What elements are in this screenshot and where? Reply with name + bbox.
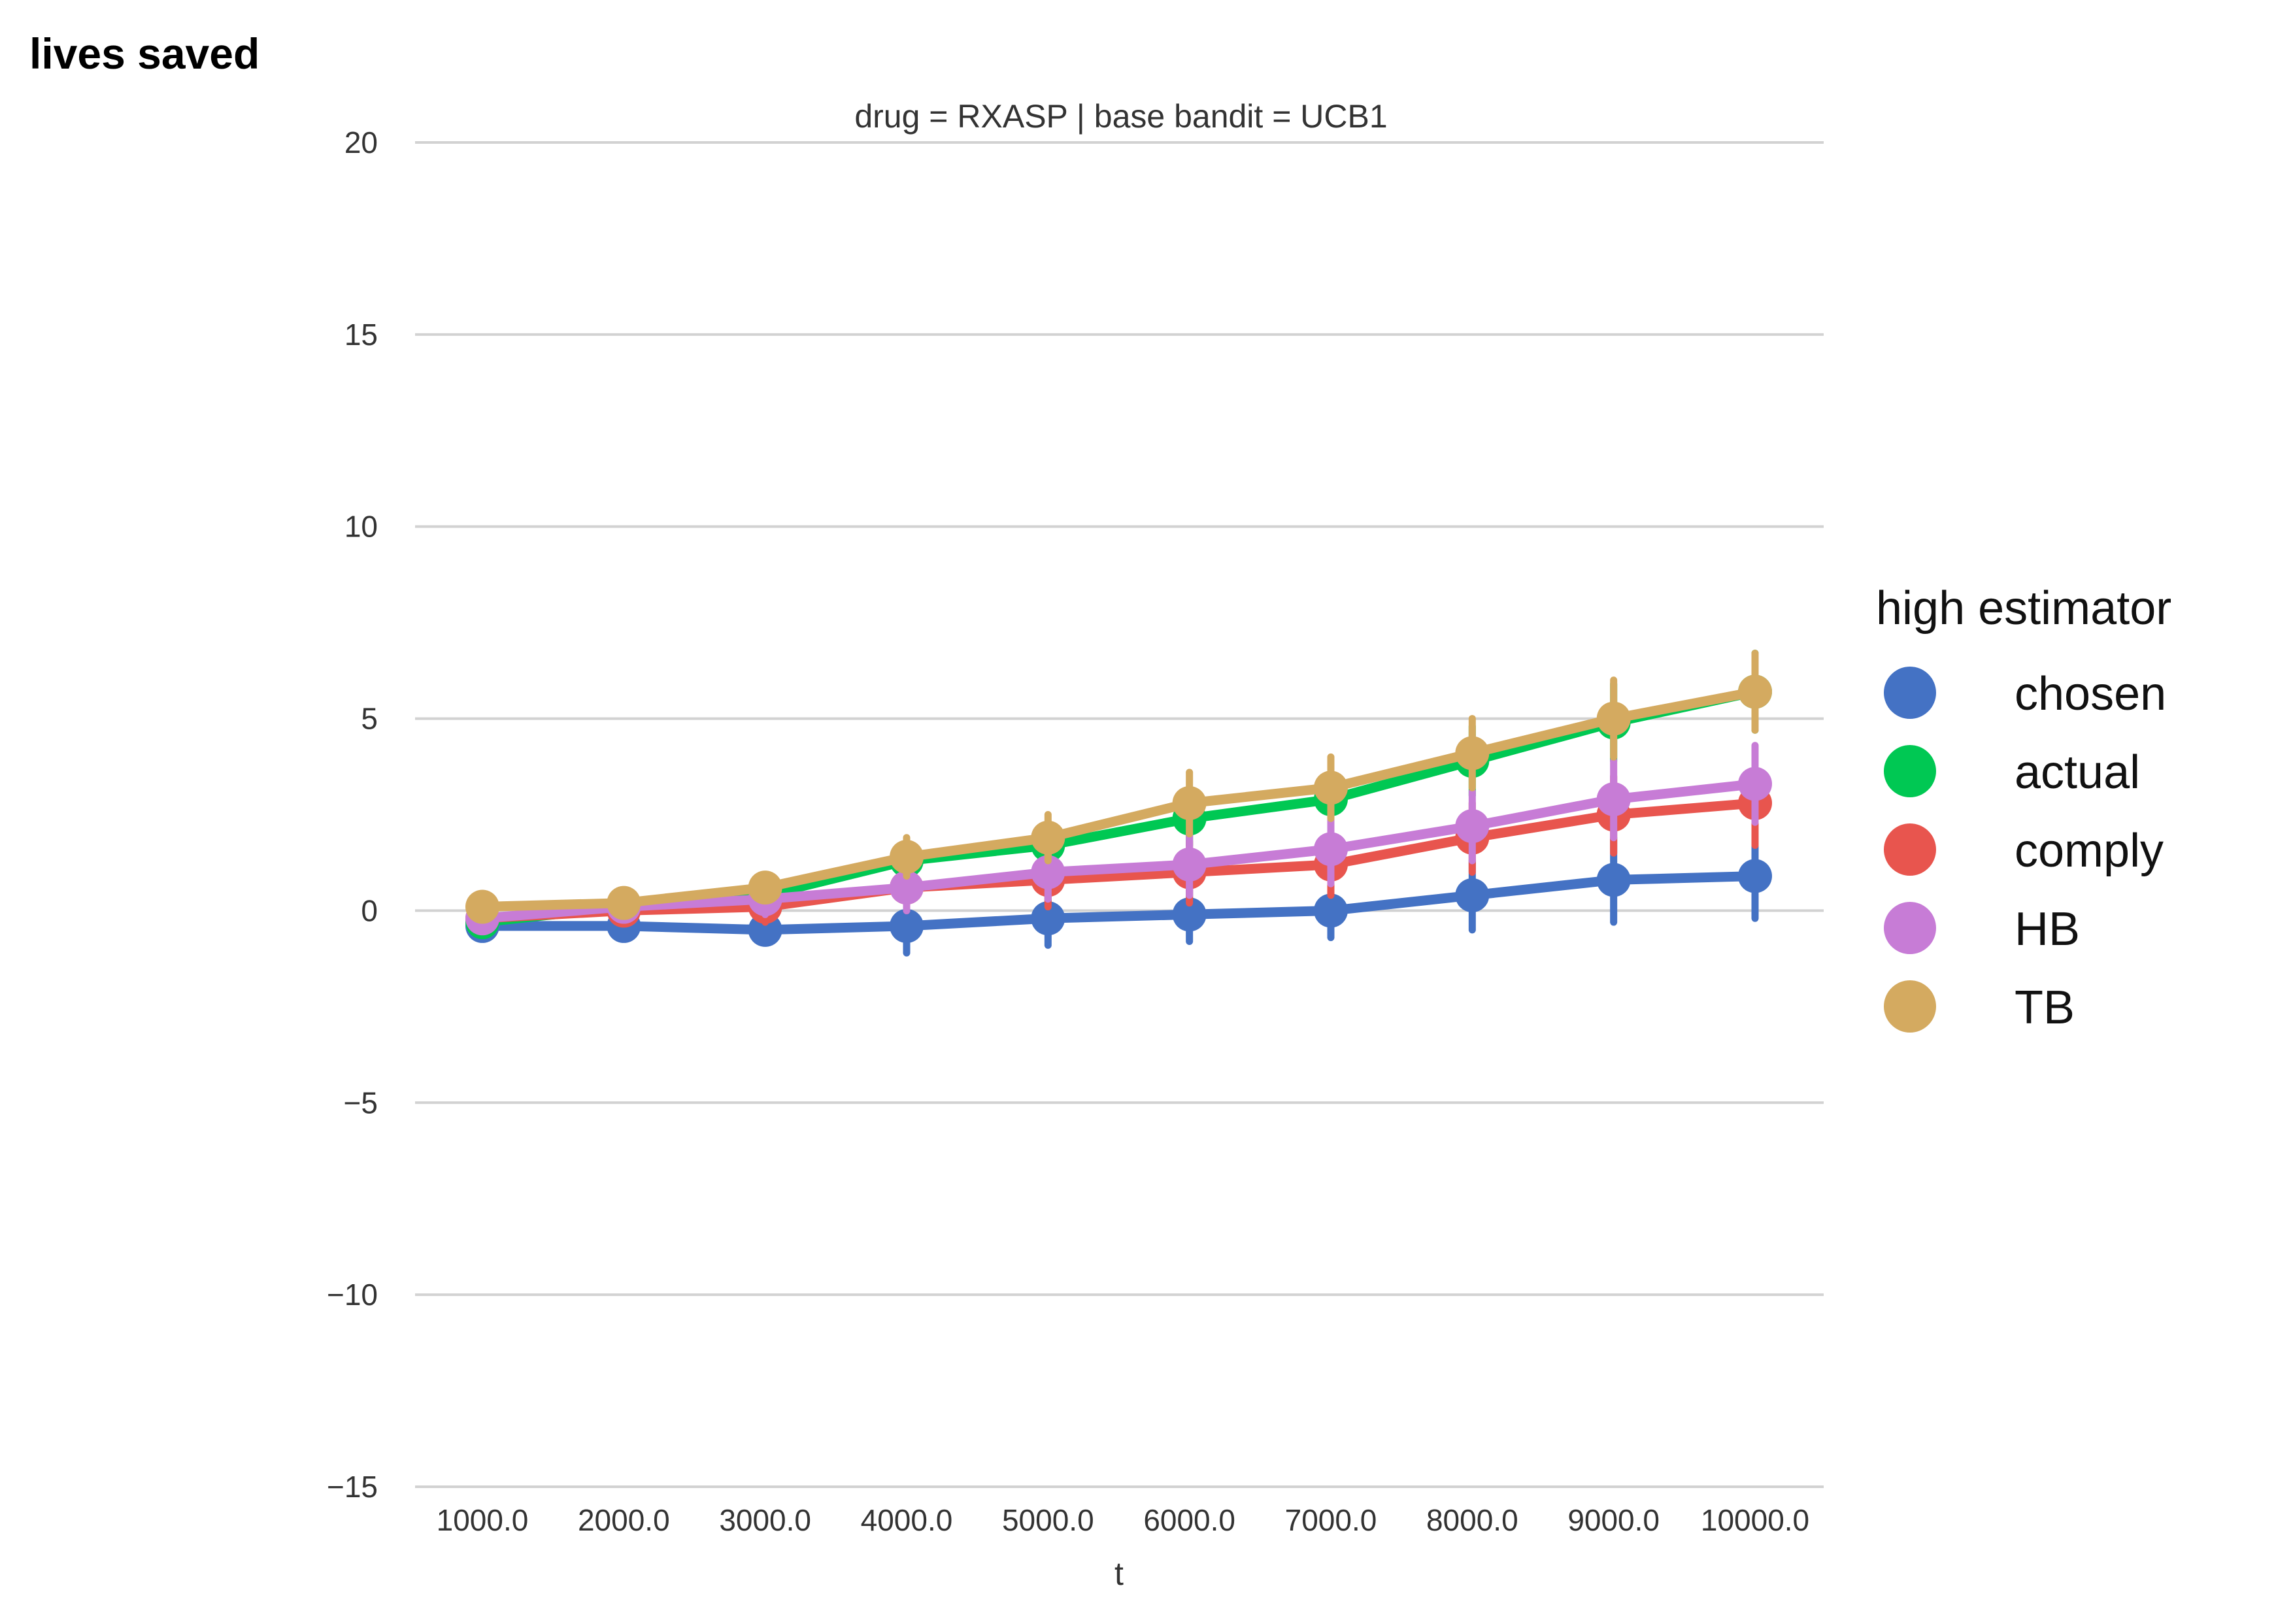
data-point [1596, 701, 1631, 736]
y-tick-label: 10 [344, 510, 378, 544]
x-tick-label: 5000.0 [1002, 1503, 1094, 1537]
legend-item-chosen: chosen [1884, 667, 2166, 720]
data-point [1314, 771, 1348, 805]
y-tick-label: −10 [327, 1278, 378, 1312]
legend-item-HB: HB [1884, 902, 2080, 955]
x-tick-label: 4000.0 [861, 1503, 953, 1537]
x-axis-label: t [1114, 1555, 1124, 1592]
y-tick-label: −5 [344, 1085, 378, 1119]
data-point [1596, 782, 1631, 816]
legend-marker [1884, 902, 1936, 954]
series-line [477, 778, 1760, 923]
legend: high estimator chosen actual comply HB TB [1876, 582, 2171, 1034]
legend-label: chosen [2015, 668, 2166, 720]
y-tick-labels: 20 15 10 5 0 −5 −10 −15 [327, 125, 378, 1504]
legend-item-comply: comply [1884, 823, 2164, 877]
data-point [1314, 832, 1348, 867]
y-tick-label: 0 [361, 893, 378, 927]
x-tick-labels: 1000.0 2000.0 3000.0 4000.0 5000.0 6000.0 7000… [437, 1503, 1809, 1537]
series-HB [465, 742, 1772, 936]
chart-title: drug = RXASP | base bandit = UCB1 [854, 98, 1387, 135]
series-chosen [465, 830, 1772, 957]
legend-label: actual [2015, 746, 2140, 799]
data-point [607, 886, 641, 920]
legend-label: TB [2015, 982, 2075, 1034]
data-point [1738, 674, 1772, 709]
x-tick-label: 7000.0 [1285, 1503, 1377, 1537]
data-point [890, 908, 924, 943]
data-point [465, 889, 499, 924]
x-tick-label: 3000.0 [719, 1503, 811, 1537]
y-tick-label: 5 [361, 702, 378, 736]
data-point [1738, 767, 1772, 801]
y-tick-label: 15 [344, 318, 378, 352]
data-point [1031, 855, 1065, 889]
y-tick-label: −15 [327, 1470, 378, 1504]
data-point [1172, 897, 1207, 932]
legend-marker [1884, 745, 1936, 797]
data-point [890, 840, 924, 874]
series-TB [465, 650, 1772, 924]
data-point [1031, 901, 1065, 936]
series-layer [465, 650, 1772, 957]
legend-label: comply [2015, 825, 2164, 877]
data-point [1172, 847, 1207, 882]
x-tick-label: 2000.0 [578, 1503, 670, 1537]
y-axis-label: lives saved [29, 29, 259, 78]
data-point [748, 870, 782, 905]
legend-title: high estimator [1876, 582, 2171, 635]
data-point [1455, 878, 1490, 912]
legend-marker [1884, 980, 1936, 1033]
series-line [477, 798, 1760, 923]
legend-label: HB [2015, 903, 2080, 955]
series-line [477, 871, 1760, 935]
legend-item-actual: actual [1884, 745, 2140, 799]
data-point [1031, 820, 1065, 855]
data-point [1314, 893, 1348, 928]
x-tick-label: 9000.0 [1567, 1503, 1660, 1537]
data-point [1596, 863, 1631, 897]
y-tick-label: 20 [344, 125, 378, 159]
series-line [477, 686, 1760, 912]
data-point [1455, 809, 1490, 844]
legend-marker [1884, 667, 1936, 719]
x-tick-label: 8000.0 [1426, 1503, 1518, 1537]
x-tick-label: 6000.0 [1143, 1503, 1235, 1537]
legend-marker [1884, 823, 1936, 876]
data-point [1455, 736, 1490, 771]
x-tick-label: 1000.0 [437, 1503, 529, 1537]
legend-item-TB: TB [1884, 980, 2075, 1034]
data-point [890, 870, 924, 905]
data-point [1172, 786, 1207, 820]
x-tick-label: 10000.0 [1701, 1503, 1809, 1537]
data-point [1738, 859, 1772, 893]
